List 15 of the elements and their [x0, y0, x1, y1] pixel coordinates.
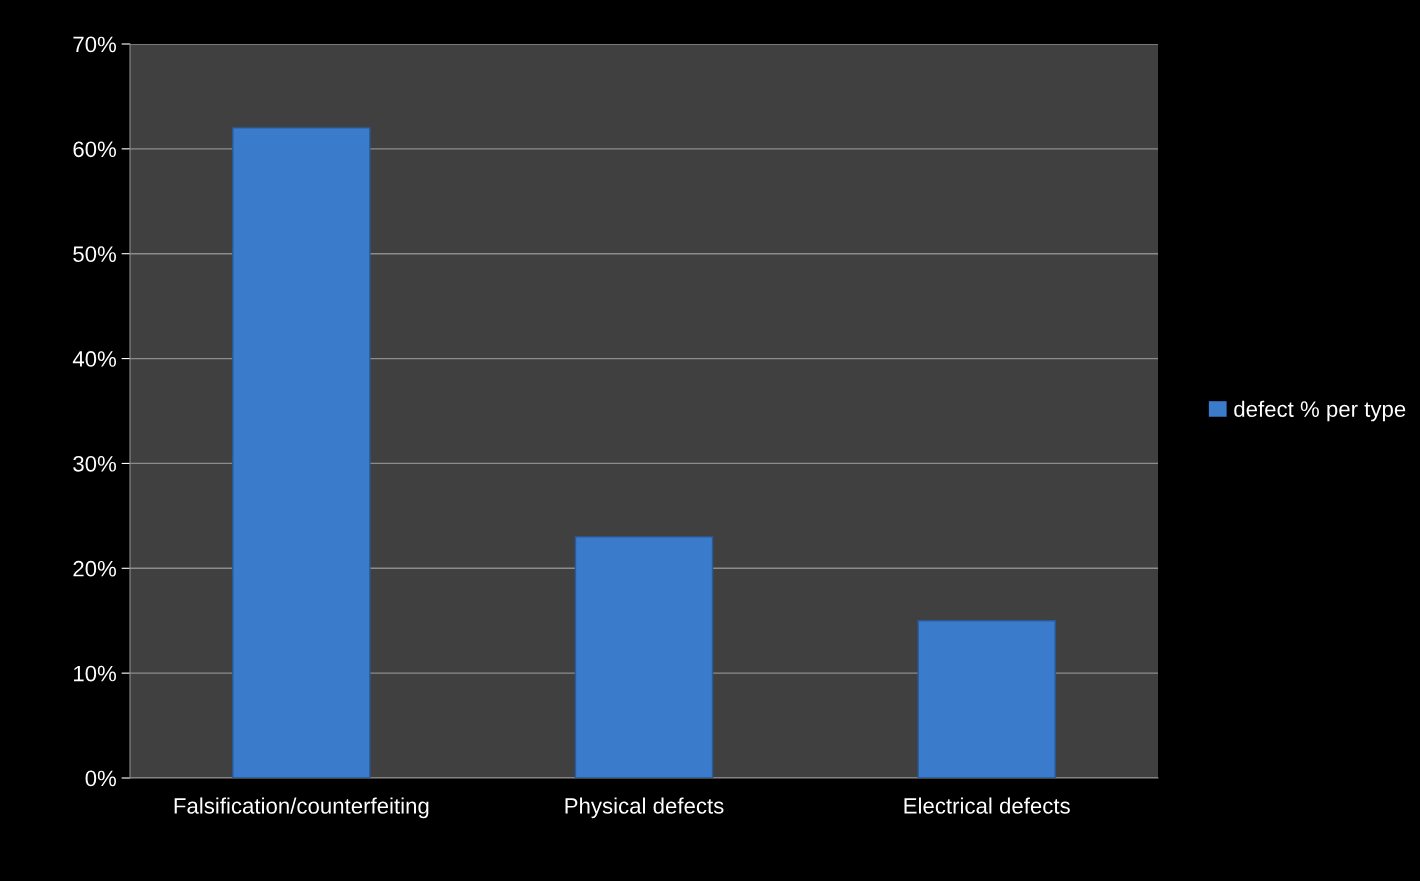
legend-label: defect % per type	[1234, 400, 1406, 422]
bar	[574, 536, 714, 778]
x-tick-label: Physical defects	[565, 797, 724, 819]
y-tick-label: 60%	[73, 141, 117, 158]
y-tick-label: 10%	[74, 665, 117, 682]
y-tick-label: 50%	[73, 246, 117, 262]
x-tick-label: Electrical defects	[904, 797, 1070, 814]
y-tick-label: 70%	[73, 36, 117, 53]
y-tick-label: 30%	[73, 455, 117, 472]
y-tick-label: 0%	[85, 770, 117, 787]
y-tick-label: 20%	[73, 560, 117, 577]
x-tick-label: Falsification/counterfeiting	[174, 797, 429, 819]
y-tick-label: 40%	[72, 351, 117, 367]
bar	[917, 620, 1056, 778]
bar	[232, 127, 371, 778]
